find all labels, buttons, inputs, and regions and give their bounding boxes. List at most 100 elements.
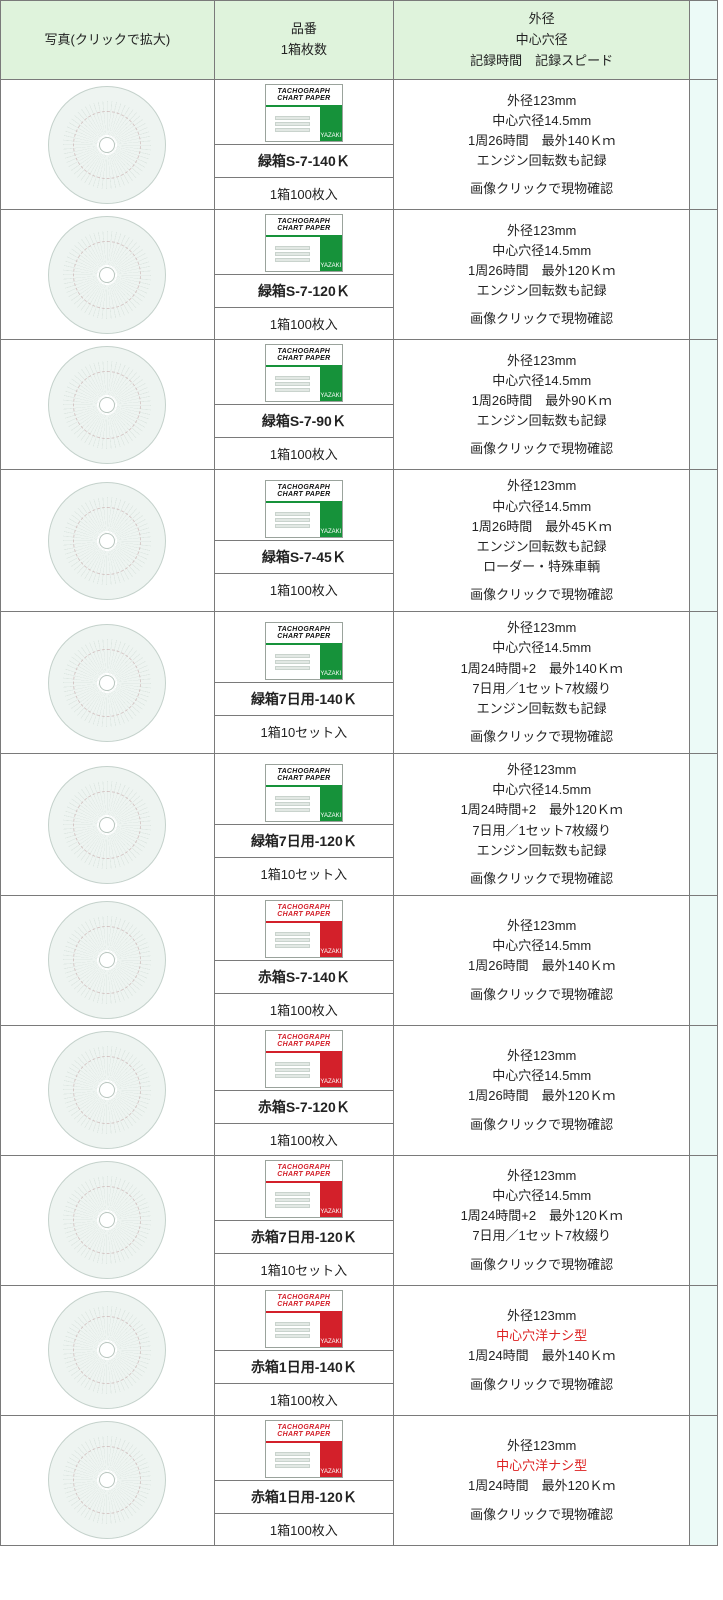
box-body [266, 503, 320, 537]
product-box-image[interactable]: TACHOGRAPHCHART PAPERYAZAKI [265, 622, 343, 680]
table-row: TACHOGRAPHCHART PAPERYAZAKI赤箱7日用-120Ｋ1箱1… [1, 1155, 718, 1285]
box-quantity: 1箱10セット入 [215, 1253, 393, 1285]
chart-disc-image[interactable] [48, 766, 166, 884]
chart-disc-image[interactable] [48, 1161, 166, 1279]
header-model-line2: 1箱枚数 [281, 42, 327, 57]
table-header: 写真(クリックで拡大) 品番 1箱枚数 外径 中心穴径 記録時間 記録スピード [1, 1, 718, 80]
box-brand-stripe: YAZAKI [320, 1313, 342, 1347]
spec-line: 1周24時間+2 最外120Ｋｍ [398, 1206, 685, 1226]
table-row: TACHOGRAPHCHART PAPERYAZAKI緑箱S-7-90Ｋ1箱10… [1, 340, 718, 470]
product-code: 緑箱S-7-90Ｋ [215, 404, 393, 437]
product-code: 緑箱S-7-45Ｋ [215, 540, 393, 573]
disc-hub [99, 397, 115, 413]
box-quantity: 1箱100枚入 [215, 177, 393, 209]
click-note: 画像クリックで現物確認 [398, 179, 685, 199]
spec-line: ローダー・特殊車輌 [398, 557, 685, 577]
product-box-image[interactable]: TACHOGRAPHCHART PAPERYAZAKI [265, 1420, 343, 1478]
chart-disc-image[interactable] [48, 1291, 166, 1409]
spec-line: 中心穴径14.5mm [398, 497, 685, 517]
product-box-image[interactable]: TACHOGRAPHCHART PAPERYAZAKI [265, 480, 343, 538]
spec-line: 1周24時間+2 最外120Ｋｍ [398, 800, 685, 820]
box-brand-stripe: YAZAKI [320, 787, 342, 821]
product-code: 赤箱S-7-140Ｋ [215, 960, 393, 993]
spec-line: 1周26時間 最外120Ｋｍ [398, 1086, 685, 1106]
spec-line: 1周24時間 最外120Ｋｍ [398, 1476, 685, 1496]
chart-disc-image[interactable] [48, 901, 166, 1019]
click-note: 画像クリックで現物確認 [398, 1375, 685, 1395]
spec-line: 7日用／1セット7枚綴り [398, 679, 685, 699]
spec-line: 1周26時間 最外45Ｋｍ [398, 517, 685, 537]
box-body [266, 1443, 320, 1477]
chart-disc-image[interactable] [48, 216, 166, 334]
photo-cell [1, 1155, 215, 1285]
photo-cell [1, 1025, 215, 1155]
chart-disc-image[interactable] [48, 482, 166, 600]
box-brand-stripe: YAZAKI [320, 1443, 342, 1477]
box-brand-stripe: YAZAKI [320, 645, 342, 679]
spec-line: 外径123mm [398, 1436, 685, 1456]
product-box-image[interactable]: TACHOGRAPHCHART PAPERYAZAKI [265, 1030, 343, 1088]
product-box-image[interactable]: TACHOGRAPHCHART PAPERYAZAKI [265, 214, 343, 272]
spec-line: 中心穴径14.5mm [398, 638, 685, 658]
product-box-image[interactable]: TACHOGRAPHCHART PAPERYAZAKI [265, 344, 343, 402]
spec-cell: 外径123mm中心穴径14.5mm1周24時間+2 最外120Ｋｍ7日用／1セッ… [393, 1155, 689, 1285]
box-body [266, 237, 320, 271]
chart-disc-image[interactable] [48, 86, 166, 204]
spec-cell: 外径123mm中心穴径14.5mm1周26時間 最外140Ｋｍ画像クリックで現物… [393, 895, 689, 1025]
price-cell [690, 340, 718, 470]
spec-line: 中心穴径14.5mm [398, 111, 685, 131]
product-box-image[interactable]: TACHOGRAPHCHART PAPERYAZAKI [265, 900, 343, 958]
disc-hub [99, 675, 115, 691]
chart-disc-image[interactable] [48, 1421, 166, 1539]
disc-hub [99, 533, 115, 549]
price-cell [690, 470, 718, 612]
click-note: 画像クリックで現物確認 [398, 1115, 685, 1135]
product-box-image[interactable]: TACHOGRAPHCHART PAPERYAZAKI [265, 764, 343, 822]
spec-line: 中心穴径14.5mm [398, 1066, 685, 1086]
table-row: TACHOGRAPHCHART PAPERYAZAKI緑箱S-7-140Ｋ1箱1… [1, 80, 718, 210]
box-brand-stripe: YAZAKI [320, 923, 342, 957]
spec-line: エンジン回転数も記録 [398, 841, 685, 861]
chart-disc-image[interactable] [48, 346, 166, 464]
chart-disc-image[interactable] [48, 624, 166, 742]
spec-line: 外径123mm [398, 91, 685, 111]
disc-hub [99, 1082, 115, 1098]
box-quantity: 1箱10セット入 [215, 857, 393, 889]
table-row: TACHOGRAPHCHART PAPERYAZAKI赤箱S-7-140Ｋ1箱1… [1, 895, 718, 1025]
spec-line: 外径123mm [398, 618, 685, 638]
spec-cell: 外径123mm中心穴径14.5mm1周26時間 最外140Ｋｍエンジン回転数も記… [393, 80, 689, 210]
box-label: TACHOGRAPHCHART PAPER [266, 215, 342, 237]
box-label: TACHOGRAPHCHART PAPER [266, 1161, 342, 1183]
spec-line: 中心穴径14.5mm [398, 371, 685, 391]
box-body [266, 645, 320, 679]
spec-line: 1周26時間 最外140Ｋｍ [398, 131, 685, 151]
product-box-image[interactable]: TACHOGRAPHCHART PAPERYAZAKI [265, 84, 343, 142]
spec-line: 外径123mm [398, 916, 685, 936]
product-box-image[interactable]: TACHOGRAPHCHART PAPERYAZAKI [265, 1160, 343, 1218]
header-spec: 外径 中心穴径 記録時間 記録スピード [393, 1, 689, 80]
spec-line: 中心穴径14.5mm [398, 936, 685, 956]
product-box-image[interactable]: TACHOGRAPHCHART PAPERYAZAKI [265, 1290, 343, 1348]
disc-hub [99, 817, 115, 833]
price-cell [690, 895, 718, 1025]
photo-cell [1, 612, 215, 754]
disc-hub [99, 952, 115, 968]
box-label: TACHOGRAPHCHART PAPER [266, 345, 342, 367]
spec-line: 外径123mm [398, 351, 685, 371]
spec-line: エンジン回転数も記録 [398, 281, 685, 301]
product-code: 緑箱7日用-120Ｋ [215, 824, 393, 857]
product-code: 緑箱S-7-140Ｋ [215, 144, 393, 177]
product-code: 赤箱7日用-120Ｋ [215, 1220, 393, 1253]
model-cell: TACHOGRAPHCHART PAPERYAZAKI緑箱S-7-140Ｋ1箱1… [214, 80, 393, 210]
spec-cell: 外径123mm中心穴洋ナシ型1周24時間 最外120Ｋｍ画像クリックで現物確認 [393, 1415, 689, 1545]
spec-cell: 外径123mm中心穴洋ナシ型1周24時間 最外140Ｋｍ画像クリックで現物確認 [393, 1285, 689, 1415]
box-quantity: 1箱100枚入 [215, 307, 393, 339]
box-brand-stripe: YAZAKI [320, 1053, 342, 1087]
box-label: TACHOGRAPHCHART PAPER [266, 1421, 342, 1443]
chart-disc-image[interactable] [48, 1031, 166, 1149]
spec-line: 1周24時間 最外140Ｋｍ [398, 1346, 685, 1366]
click-note: 画像クリックで現物確認 [398, 985, 685, 1005]
box-body [266, 367, 320, 401]
box-body [266, 107, 320, 141]
box-brand-stripe: YAZAKI [320, 237, 342, 271]
